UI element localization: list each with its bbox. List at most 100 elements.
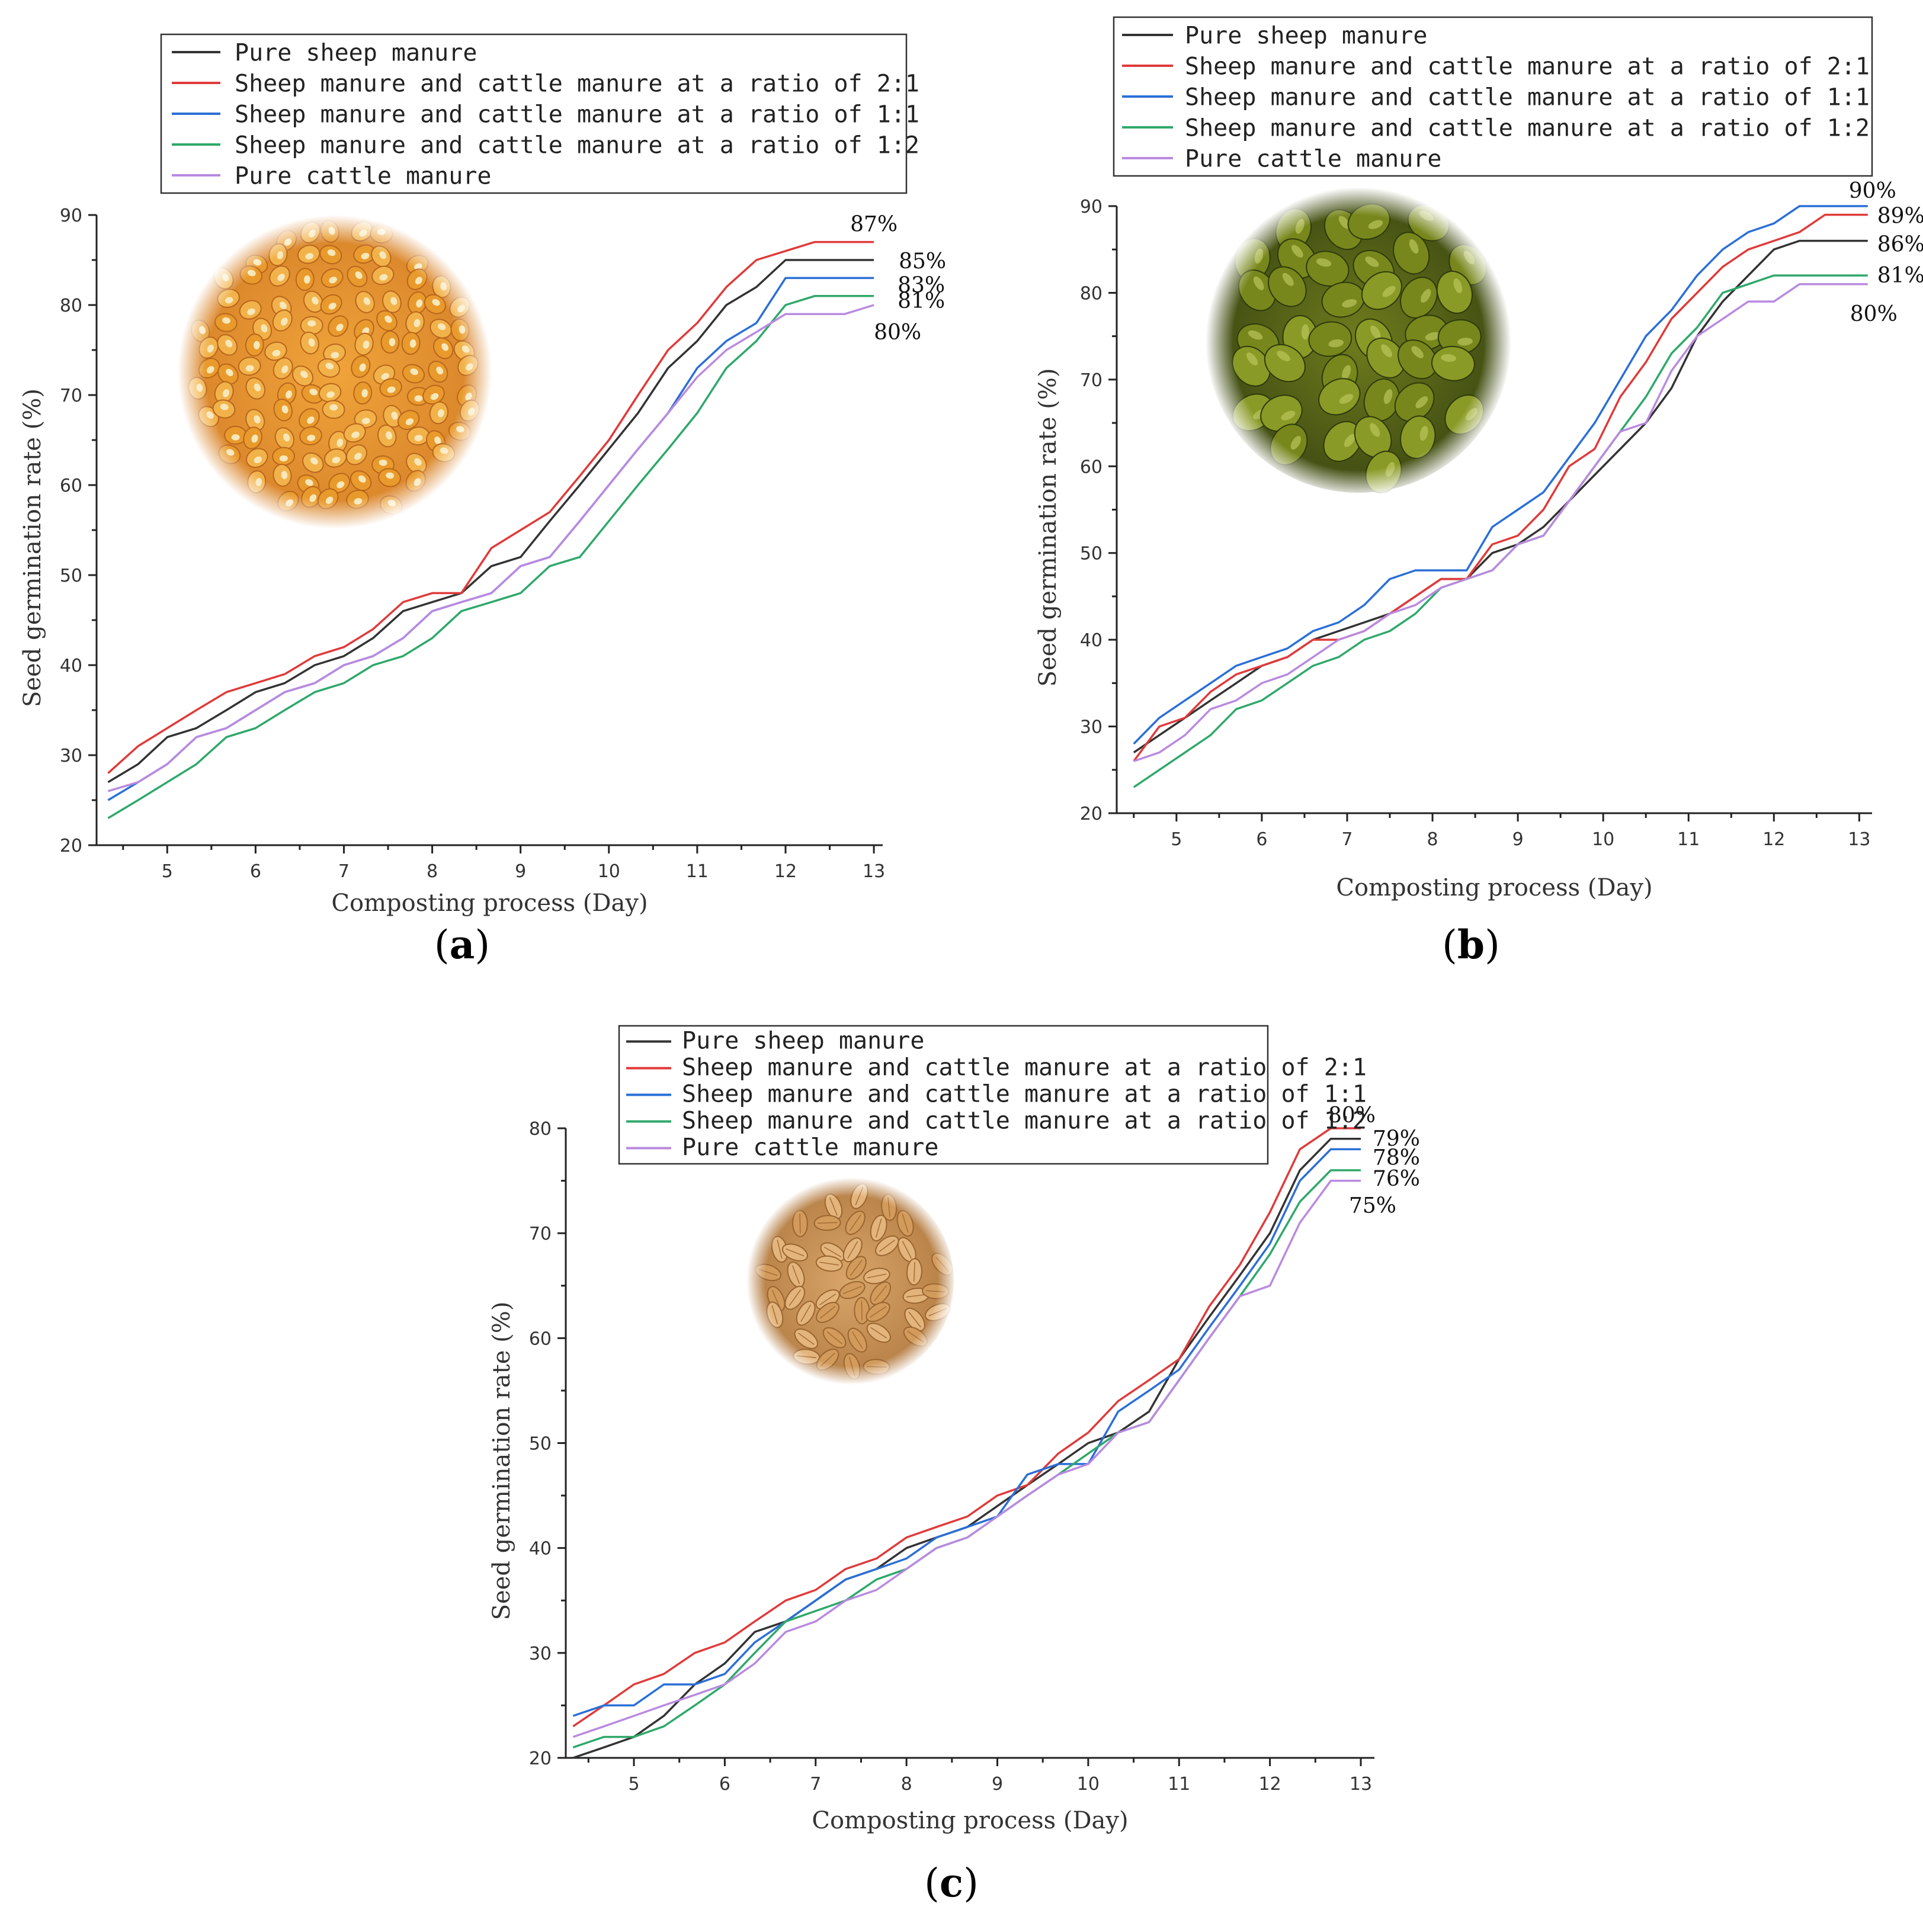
grain-crease	[867, 1273, 887, 1279]
kernel-highlight	[325, 362, 334, 370]
bean-highlight	[1295, 219, 1305, 234]
kernel-highlight	[310, 457, 318, 465]
kernel-highlight	[414, 435, 423, 441]
y-tick-label: 80	[60, 296, 82, 316]
kernel-highlight	[245, 365, 254, 372]
plot-area-c: 5 6 7 8 9 10 11 12 13 20 30 40 50 60 70 80 Composting pr…	[488, 1103, 1420, 1834]
x-axis-title: Composting process (Day)	[812, 1807, 1128, 1834]
series-line-pure-cattle-manure	[107, 304, 874, 792]
series-line-sheep-manure-and-cattle-manure-at-a-ratio-of-1-1	[1133, 205, 1868, 745]
kernel-highlight	[441, 343, 448, 351]
bean-highlight	[1465, 407, 1477, 421]
kernel-highlight	[359, 229, 367, 237]
bean-highlight	[1290, 436, 1302, 450]
panel-caption-c: (c)	[924, 1860, 979, 1906]
kernel-highlight	[361, 252, 370, 259]
x-tick-label: 11	[1677, 829, 1700, 850]
kernel-highlight	[386, 472, 395, 479]
y-tick-label: 50	[60, 566, 82, 586]
plot-area-b: 5 6 7 8 9 10 11 12 13 20 30 40 50 60 70 80 90 Composting …	[1034, 179, 1923, 901]
kernel-highlight	[280, 317, 288, 326]
bean-highlight	[1253, 276, 1264, 290]
x-tick-label: 6	[719, 1774, 730, 1795]
x-tick-label: 5	[1171, 829, 1182, 850]
grain-crease	[906, 1294, 926, 1298]
kernel-highlight	[326, 391, 335, 398]
mung-bean	[1308, 321, 1352, 357]
kernel-highlight	[355, 271, 363, 280]
legend-entry: Pure cattle manure	[682, 1134, 938, 1161]
kernel-highlight	[220, 403, 229, 410]
grain-crease	[829, 1197, 838, 1216]
grain-crease	[925, 1290, 946, 1292]
kernel-highlight	[389, 338, 396, 346]
kernel-highlight	[255, 477, 262, 486]
grain-crease	[849, 1214, 861, 1231]
y-tick-label: 90	[1080, 197, 1102, 217]
kernel-highlight	[459, 325, 466, 334]
kernel-highlight	[329, 277, 337, 284]
kernel-highlight	[432, 299, 440, 306]
kernel-highlight	[381, 373, 389, 380]
y-tick-label: 50	[529, 1434, 552, 1455]
legend-frame	[1113, 16, 1873, 177]
grain-crease	[887, 1197, 890, 1217]
end-value-label: 79%	[1373, 1127, 1420, 1151]
x-tick-label: 5	[628, 1774, 639, 1795]
bean-highlight	[1419, 211, 1434, 221]
legend-entry: Pure sheep manure	[1185, 22, 1427, 49]
grain-crease	[786, 1248, 805, 1257]
grain-crease	[796, 1355, 817, 1359]
legend-entry: Sheep manure and cattle manure at a rati…	[682, 1054, 1367, 1081]
grain-crease	[820, 1352, 835, 1367]
kernel-highlight	[272, 349, 281, 357]
kernel-highlight	[359, 363, 366, 372]
bean-highlight	[1277, 351, 1290, 362]
grain-crease	[826, 1331, 842, 1344]
series-line-sheep-manure-and-cattle-manure-at-a-ratio-of-2-1	[107, 240, 874, 774]
kernel-highlight	[307, 435, 316, 441]
kernel-highlight	[436, 367, 444, 375]
bean-highlight	[1370, 423, 1380, 437]
bean-highlight	[1291, 245, 1303, 258]
bean-highlight	[1425, 332, 1441, 341]
x-tick-label: 11	[686, 861, 709, 882]
y-tick-label: 40	[60, 656, 82, 676]
x-tick-label: 6	[1256, 829, 1267, 850]
end-value-label: 80%	[1328, 1103, 1376, 1128]
kernel-highlight	[440, 447, 448, 454]
bean-highlight	[1246, 352, 1258, 366]
kernel-highlight	[309, 494, 317, 502]
legend-entry: Pure cattle manure	[235, 162, 491, 190]
end-value-label: 76%	[1373, 1167, 1420, 1191]
mung-bean	[1268, 266, 1307, 307]
bean-highlight	[1409, 239, 1419, 254]
kernel-highlight	[231, 434, 240, 441]
mung-bean	[1436, 271, 1473, 314]
kernel-highlight	[286, 390, 293, 399]
x-tick-label: 12	[774, 861, 797, 882]
kernel-highlight	[409, 339, 416, 348]
grain-crease	[800, 1304, 812, 1322]
bean-highlight	[1419, 425, 1428, 441]
bean-highlight	[1411, 346, 1424, 358]
bean-highlight	[1381, 344, 1392, 358]
kernel-highlight	[222, 317, 231, 324]
mung-bean	[1323, 421, 1362, 462]
kernel-highlight	[327, 249, 336, 256]
legend-entry: Sheep manure and cattle manure at a rati…	[682, 1108, 1367, 1135]
legend-entry: Pure sheep manure	[235, 39, 477, 66]
series-line-pure-sheep-manure	[107, 259, 874, 784]
kernel-highlight	[437, 323, 446, 330]
grain-crease	[823, 1246, 842, 1257]
kernel-highlight	[261, 324, 268, 333]
mung-bean	[1393, 232, 1430, 275]
mung-bean	[1394, 382, 1435, 422]
grain-crease	[819, 1262, 839, 1266]
grain-crease	[861, 1301, 863, 1321]
y-tick-label: 40	[529, 1539, 552, 1559]
y-tick-label: 90	[60, 206, 82, 226]
grain-crease	[771, 1305, 778, 1325]
mung-bean	[1347, 203, 1391, 240]
